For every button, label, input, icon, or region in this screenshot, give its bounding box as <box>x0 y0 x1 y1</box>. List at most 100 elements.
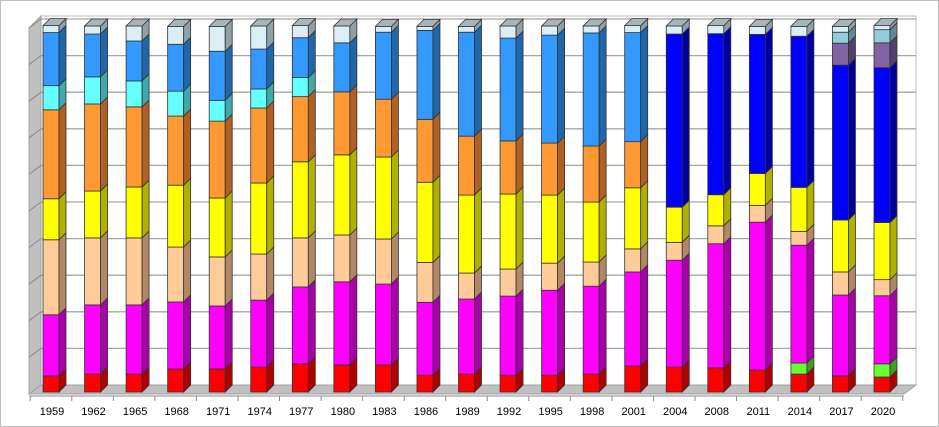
bar-1989 <box>457 18 483 393</box>
bar-segment-side <box>764 214 773 372</box>
bar-segment-side <box>390 276 399 366</box>
bar-segment-side <box>723 25 732 196</box>
bar-segment-side <box>723 235 732 369</box>
bar-segment <box>208 120 226 199</box>
bar-segment <box>167 25 185 45</box>
side-wall <box>28 14 42 395</box>
bar-segment-side <box>557 135 565 197</box>
bar-segment <box>84 25 101 35</box>
bar-segment <box>624 32 642 143</box>
bar-segment-side <box>307 153 316 239</box>
bar-segment-side <box>806 237 815 365</box>
bar-top <box>748 18 774 27</box>
bar-segment <box>748 221 766 371</box>
bar-segment <box>624 248 642 273</box>
bar-segment-side <box>681 252 690 369</box>
bar-segment-side <box>557 187 565 265</box>
bar-top <box>540 18 566 27</box>
bar-segment <box>374 283 392 366</box>
bar-segment-side <box>390 24 399 101</box>
bar-segment-side <box>640 179 649 250</box>
bar-segment-side <box>307 229 316 288</box>
bar-segment <box>84 237 101 306</box>
bar-top <box>125 18 151 27</box>
bar-segment-side <box>100 95 108 193</box>
bar-segment <box>582 32 600 147</box>
bar-segment-side <box>806 28 815 189</box>
bar-segment-side <box>432 22 441 121</box>
bar-segment <box>208 99 226 122</box>
bar-segment-side <box>640 133 649 189</box>
bar-segment <box>873 25 891 31</box>
bar-1968 <box>166 18 192 393</box>
gridline-side <box>28 238 42 249</box>
bar-segment <box>624 271 642 367</box>
gridline-side <box>28 18 42 29</box>
bar-segment <box>665 241 683 261</box>
bar-segment <box>125 304 143 375</box>
bar-segment-side <box>224 298 233 370</box>
bar-segment <box>125 237 143 306</box>
gridline-side <box>28 164 42 175</box>
bar-segment <box>832 271 849 296</box>
bar-2008 <box>706 17 732 393</box>
bar-top <box>83 18 109 27</box>
x-tick-label: 1977 <box>289 406 313 418</box>
bar-segment <box>125 186 143 239</box>
bar-segment <box>42 32 60 87</box>
bar-segment <box>499 25 517 39</box>
bar-segment-side <box>474 291 482 376</box>
bar-segment <box>748 173 766 206</box>
bar-segment <box>873 222 891 281</box>
bar-segment-side <box>598 138 607 204</box>
bar-segment <box>832 294 849 377</box>
bar-segment-side <box>100 183 108 239</box>
bar-2014 <box>789 18 815 393</box>
bar-segment <box>499 140 517 195</box>
bar-1965 <box>125 18 151 393</box>
bar-segment <box>250 299 268 368</box>
bar-segment <box>167 246 185 303</box>
bar-segment <box>374 25 392 33</box>
bar-segment <box>125 80 143 108</box>
x-axis: 1959 1962 1965 1968 1971 1974 1977 1980 1983 1986… <box>29 395 904 418</box>
bar-segment-side <box>349 273 358 366</box>
x-tick-label: 1998 <box>580 406 604 418</box>
x-tick-label: 2008 <box>705 406 729 418</box>
bar-segment-side <box>141 33 150 82</box>
x-tick-label: 1962 <box>81 406 105 418</box>
x-tick-label: 1992 <box>497 406 521 418</box>
bar-segment-side <box>266 292 275 369</box>
bar-segment <box>873 279 891 297</box>
x-tick-label: 2001 <box>621 406 645 418</box>
bar-segment <box>125 25 143 42</box>
bar-segment <box>748 25 766 35</box>
bar-segment-side <box>889 287 898 365</box>
bar-segment-side <box>598 194 607 264</box>
bar-segment-side <box>764 26 773 175</box>
bar-segment <box>291 161 309 239</box>
bar-segment-side <box>100 229 108 306</box>
bar-segment <box>416 25 434 31</box>
bar-1995 <box>540 18 566 393</box>
bar-segment-side <box>390 149 399 240</box>
bar-segment <box>541 262 558 291</box>
gridline-side <box>28 91 42 102</box>
bar-segment <box>250 366 268 393</box>
bar-segment-side <box>432 174 441 264</box>
bar-segment <box>624 25 642 33</box>
bar-segment <box>458 25 475 33</box>
bar-segment-side <box>474 128 482 197</box>
bar-segment-side <box>266 246 275 302</box>
bar-segment <box>582 285 600 375</box>
bar-top <box>208 18 234 27</box>
bar-segment <box>167 90 185 117</box>
bar-top <box>249 18 275 27</box>
bar-segment-side <box>598 24 607 148</box>
bar-segment <box>748 204 766 223</box>
bar-top <box>665 18 691 27</box>
bar-segment-side <box>432 294 441 377</box>
bar-segment <box>333 234 351 283</box>
bar-segment <box>84 103 101 192</box>
